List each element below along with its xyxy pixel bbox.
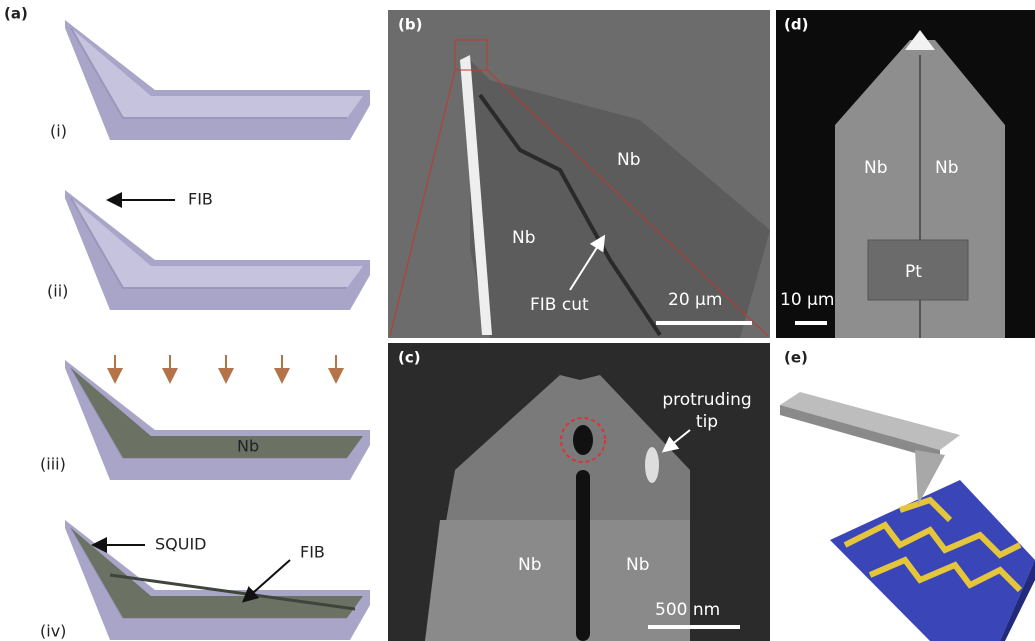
- region-label: Nb: [617, 150, 641, 170]
- step-label: (iv): [40, 622, 66, 641]
- region-label: Nb: [626, 555, 650, 575]
- region-label: Nb: [864, 158, 888, 178]
- panel-label: (c): [398, 349, 421, 367]
- annotation: FIB cut: [530, 295, 589, 315]
- panel-a: (a) (i) FIB (ii) Nb (iii) SQUID FIB (iv): [4, 5, 370, 641]
- region-label: Nb: [935, 158, 959, 178]
- scale-label: 500 nm: [655, 600, 720, 620]
- annotation: protruding: [662, 390, 751, 410]
- panel-c: (c) protruding tip Nb Nb 500 nm: [388, 343, 770, 641]
- panel-label: (d): [784, 16, 808, 34]
- panel-b: (b) Nb Nb FIB cut 20 μm: [388, 10, 770, 338]
- scale-label: 20 μm: [668, 290, 722, 310]
- annotation: tip: [696, 412, 718, 432]
- panel-label: (a): [4, 5, 28, 23]
- pad-label: Pt: [905, 262, 922, 282]
- panel-e: (e): [780, 349, 1035, 641]
- annotation: SQUID: [155, 535, 207, 554]
- figure: (a) (i) FIB (ii) Nb (iii) SQUID FIB (iv): [0, 0, 1035, 641]
- step-label: (i): [50, 122, 67, 141]
- annotation: FIB: [300, 543, 325, 562]
- panel-label: (e): [784, 349, 808, 367]
- annotation: FIB: [188, 190, 213, 209]
- region-label: Nb: [512, 228, 536, 248]
- step-label: (iii): [40, 455, 66, 474]
- scale-label: 10 μm: [780, 290, 834, 310]
- step-label: (ii): [47, 282, 68, 301]
- panel-d: (d) Nb Nb Pt 10 μm: [776, 10, 1035, 338]
- annotation: Nb: [237, 437, 259, 456]
- panel-label: (b): [398, 16, 422, 34]
- region-label: Nb: [518, 555, 542, 575]
